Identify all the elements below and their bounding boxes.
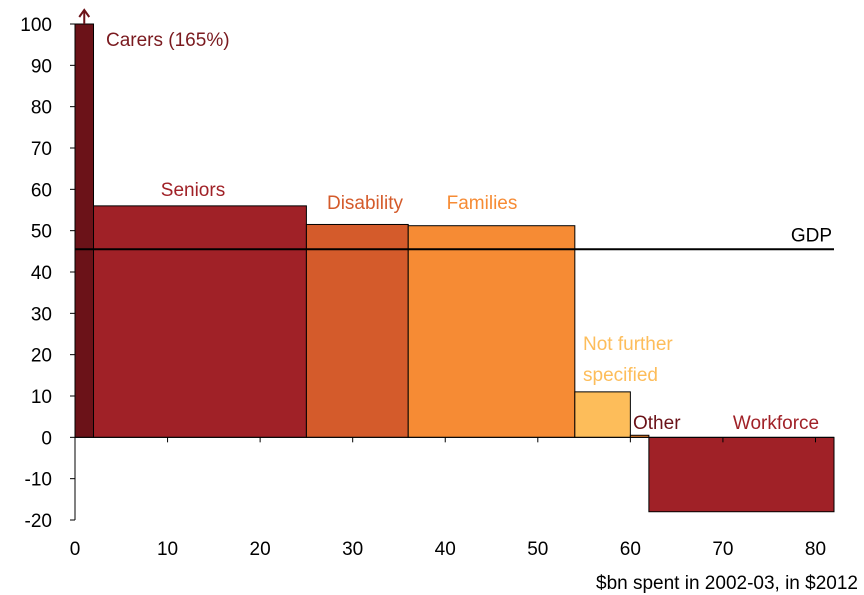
y-tick-label: -20 (25, 511, 52, 532)
bar-not-further-specified (574, 391, 631, 438)
bar-label-not-further-specified: Not further specified (583, 334, 673, 386)
gdp-line-label: GDP (791, 225, 832, 246)
bar-label-seniors: Seniors (161, 180, 225, 201)
x-axis-label: $bn spent in 2002-03, in $2012 (596, 573, 858, 594)
x-tick-label: 50 (527, 539, 548, 560)
bar-families (407, 225, 576, 438)
bar-label-disability: Disability (327, 193, 404, 214)
x-tick-label: 20 (250, 539, 271, 560)
y-tick-label: -10 (25, 470, 52, 491)
y-tick-label: 30 (31, 304, 52, 325)
bar-label-other: Other (633, 413, 681, 434)
x-tick-label: 70 (712, 539, 733, 560)
x-tick-label: 60 (620, 539, 641, 560)
bar-carers-165 (74, 23, 95, 438)
bar-workforce (648, 436, 835, 513)
axes-layer: -20 -10 0 10 20 30 40 50 60 70 80 90 100 0 10 20 30 40 50 6… (20, 15, 834, 560)
y-tick-label: 70 (31, 139, 52, 160)
bar-label-workforce: Workforce (733, 413, 819, 434)
y-tick-label: 100 (20, 15, 52, 36)
y-tick-label: 40 (31, 263, 52, 284)
x-tick-label: 10 (157, 539, 178, 560)
y-tick-label: 80 (31, 98, 52, 119)
y-tick-label: 60 (31, 180, 52, 201)
x-tick-label: 40 (435, 539, 456, 560)
y-tick-label: 50 (31, 222, 52, 243)
bar-labels-layer: Carers (165%) Seniors Disability Families No… (106, 30, 819, 434)
x-tick-label: 30 (342, 539, 363, 560)
y-tick-label: 10 (31, 387, 52, 408)
reference-line-layer: GDP (75, 225, 834, 251)
bar-label-families: Families (447, 193, 518, 214)
x-tick-label: 80 (805, 539, 826, 560)
bar-label-carers-165: Carers (165%) (106, 30, 230, 51)
bars-layer (74, 8, 835, 513)
x-tick-label: 0 (70, 539, 81, 560)
bar-seniors (93, 205, 307, 438)
y-tick-label: 0 (41, 428, 52, 449)
y-tick-label: 20 (31, 346, 52, 367)
y-tick-label: 90 (31, 56, 52, 77)
bar-disability (305, 223, 409, 438)
